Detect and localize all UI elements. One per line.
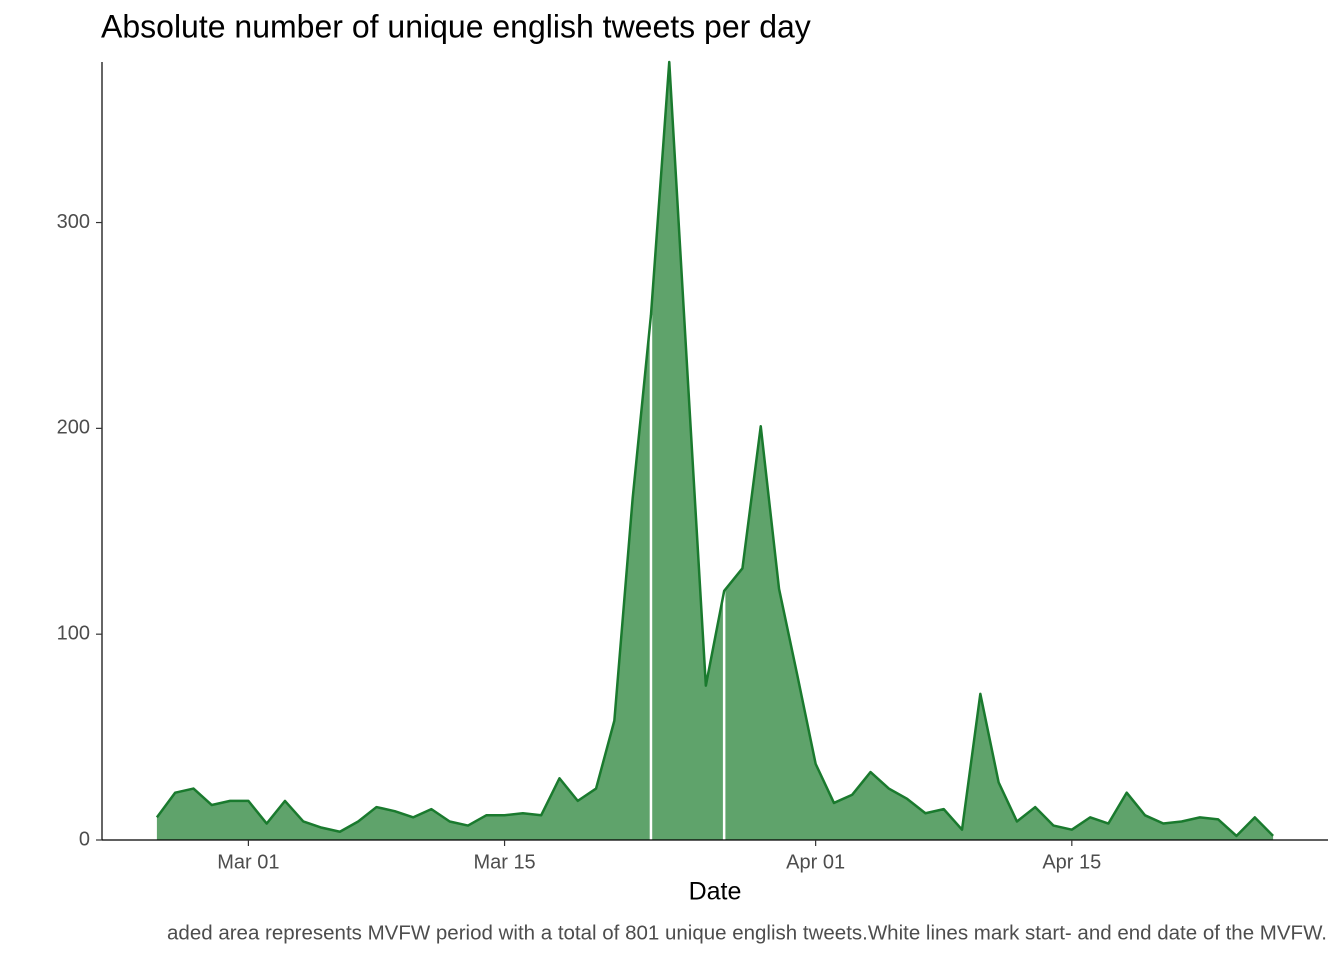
x-tick-label: Apr 01	[786, 851, 845, 873]
x-axis-title: Date	[689, 878, 742, 906]
y-tick-label: 300	[57, 211, 90, 233]
area-fill	[156, 62, 1274, 840]
y-tick-label: 0	[79, 828, 90, 850]
y-tick-label: 100	[57, 622, 90, 644]
chart-title: Absolute number of unique english tweets…	[101, 8, 811, 44]
caption: aded area represents MVFW period with a …	[167, 921, 1327, 944]
area-line	[155, 60, 1274, 838]
x-tick-label: Mar 01	[217, 851, 279, 873]
x-tick-label: Mar 15	[473, 851, 535, 873]
y-tick-label: 200	[57, 417, 90, 439]
x-tick-label: Apr 15	[1042, 851, 1101, 873]
